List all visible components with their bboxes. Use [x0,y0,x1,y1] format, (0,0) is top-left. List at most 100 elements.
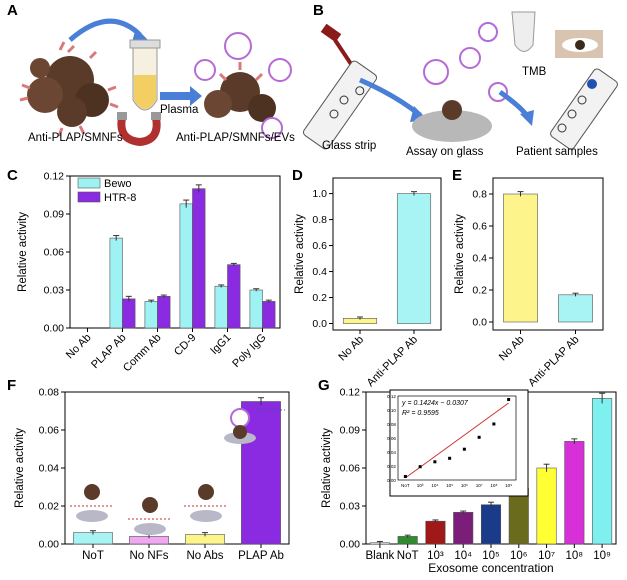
inset-x-tick-label: 10⁴ [431,483,438,488]
y-tick-label: 0.04 [39,463,60,475]
inset-point [507,398,511,401]
nanoflower-cluster-left [19,41,119,137]
x-tick-label: NoT [397,550,419,562]
panel-label-b: B [313,2,324,19]
bar [503,193,538,323]
y-tick-label: 0.06 [39,425,60,437]
inset-x-tick-label: 10⁷ [476,483,483,488]
inset-r2: R² = 0.9595 [402,410,439,417]
caption-patient-samples: Patient samples [516,146,598,158]
panel-label-a: A [7,2,18,19]
inset-y-tick-label: 0.10 [387,408,396,413]
y-axis-label: Relative activity [294,214,306,294]
glass-strip-icon [302,60,378,150]
inset-y-tick-label: 0.06 [387,436,396,441]
x-tick-label: 10⁷ [538,550,555,562]
schematic-icons [70,408,285,535]
caption-assay-on-glass: Assay on glass [406,146,484,158]
caption-tmb: TMB [522,66,547,78]
inset-point [433,460,437,464]
nanoflower-icon [84,484,100,500]
bar [453,512,474,545]
y-tick-label: 0.06 [44,247,65,259]
y-axis-label: Relative activity [454,214,466,294]
inset-point [492,422,496,426]
y-tick-label: 0.03 [340,501,361,513]
x-tick-label: 10⁴ [454,550,472,562]
inset-x-tick-label: 10³ [417,483,424,488]
caption-plasma: Plasma [160,104,199,116]
inset-x-tick-label: 10⁸ [490,483,497,488]
y-axis-label: Relative activity [321,428,333,508]
y-tick-label: 0.0 [472,317,487,329]
inset-x-tick-label: 10⁹ [505,483,512,488]
y-tick-label: 0.8 [312,214,327,226]
x-axis-label: Exosome concentration [428,561,553,575]
y-tick-label: 0.09 [340,425,361,437]
nanoflower-icon [233,425,247,439]
bar [508,487,529,545]
x-tick-label: PLAP Ab [238,550,284,562]
caption-anti-plap-smnfs-evs: Anti-PLAP/SMNFs/EVs [176,132,295,144]
inset-x-tick-label: NoT [401,483,410,488]
inset-equation: y = 0.1424x − 0.0307 [401,400,469,407]
bar [425,520,446,545]
x-tick-label: 10⁵ [482,550,500,562]
nanoflower-cluster-right [194,32,292,139]
y-tick-label: 0.03 [44,285,65,297]
legend-label-Bewo: Bewo [104,178,132,190]
legend-label-HTR-8: HTR-8 [104,192,136,204]
y-tick-label: 0.00 [340,539,361,551]
surface-icon [134,523,166,535]
patient-strip-icon [550,68,618,150]
y-axis-label: Relative activity [17,212,29,292]
y-tick-label: 0.06 [340,463,361,475]
x-tick-label: No Abs [186,550,223,562]
y-tick-label: 0.09 [44,209,65,221]
x-tick-label: 10⁹ [593,550,611,562]
surface-icon [76,510,108,522]
inset-point [477,435,481,439]
x-tick-label: Blank [365,550,394,562]
inset-x-tick-label: 10⁵ [446,483,453,488]
bar [480,504,502,545]
y-tick-label: 0.02 [39,501,60,513]
y-tick-label: 0.0 [312,318,327,330]
caption-glass-strip: Glass strip [322,140,377,152]
inset-y-tick-label: 0.02 [387,464,396,469]
inset-plot-frame [397,395,517,481]
inset-point [448,456,452,460]
surface-icon [190,510,222,522]
panel-label-f: F [7,377,17,394]
y-tick-label: 0.2 [472,285,487,297]
inset-frame [389,389,529,497]
y-tick-label: 0.4 [472,253,487,265]
bar [564,441,585,545]
panel-label-e: E [452,167,463,184]
plot-frame [332,177,442,331]
y-axis-label: Relative activity [14,428,26,508]
tube-icon [129,39,161,111]
y-tick-label: 0.6 [312,240,327,252]
y-tick-label: 1.0 [312,188,327,200]
inset-x-tick-label: 10⁶ [461,483,468,488]
y-tick-label: 0.4 [312,266,327,278]
curved-arrow [68,18,142,42]
legend-swatch-Bewo [77,177,101,189]
panel-label-d: D [292,167,303,184]
inset-point [418,465,422,469]
bar [536,467,557,545]
inset-y-tick-label: 0.04 [387,450,396,455]
bar [592,398,613,545]
bar [241,401,281,545]
inset-point [462,447,466,451]
magnet-icon [117,112,161,147]
x-tick-label: 10⁸ [566,550,584,562]
bar [396,193,432,324]
inset-point [403,475,407,478]
